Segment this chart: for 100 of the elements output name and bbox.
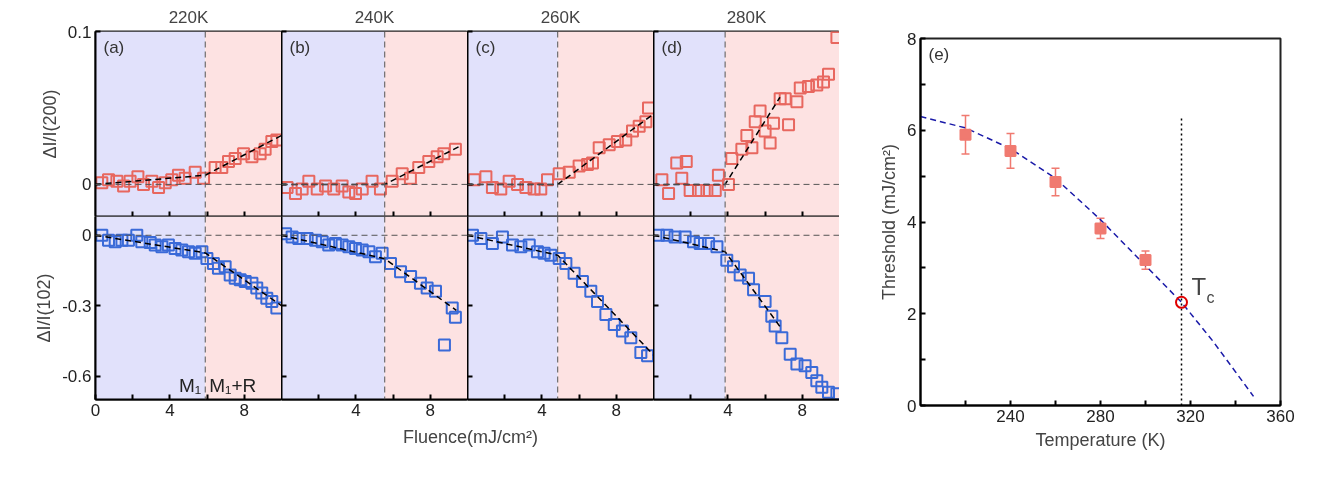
x-tick-label: 4 — [723, 400, 733, 420]
point — [467, 173, 481, 187]
point — [135, 235, 149, 249]
point — [700, 184, 714, 198]
annotation: (e) — [928, 44, 950, 64]
point — [143, 236, 157, 250]
point — [805, 366, 819, 380]
point — [233, 273, 247, 287]
point — [384, 256, 397, 270]
point — [773, 92, 787, 106]
point — [437, 147, 451, 161]
point — [768, 319, 782, 333]
point — [368, 250, 382, 264]
point — [479, 170, 493, 184]
x-tick-label: 4 — [351, 400, 361, 420]
point — [115, 233, 129, 247]
point — [530, 245, 544, 259]
y-tick-label: 2 — [907, 304, 917, 324]
y-axis-title: ΔI/I(102) — [34, 273, 55, 343]
point — [702, 236, 716, 250]
point — [373, 182, 387, 196]
point — [245, 150, 259, 164]
point — [315, 235, 329, 249]
x-tick-label: 4 — [537, 400, 547, 420]
point — [822, 67, 836, 81]
point — [108, 235, 122, 249]
point — [258, 142, 272, 156]
point — [485, 180, 499, 194]
line-series — [920, 115, 1255, 398]
annotation: (a) — [103, 37, 125, 57]
y-tick-label: 4 — [907, 213, 917, 232]
point — [522, 238, 536, 252]
band-label: M₁ — [179, 374, 202, 396]
point — [592, 141, 606, 155]
point — [322, 238, 336, 252]
point — [281, 227, 293, 241]
point — [265, 135, 279, 149]
y-tick-label: 0 — [82, 175, 92, 195]
point — [319, 179, 333, 193]
point — [725, 151, 739, 165]
point — [165, 173, 179, 187]
point — [959, 128, 972, 141]
chart-title: 240K — [354, 7, 396, 27]
point — [385, 174, 399, 188]
point — [534, 182, 548, 196]
point — [670, 156, 684, 170]
point — [292, 232, 306, 246]
point — [822, 385, 836, 399]
x-tick-label: 320 — [1176, 406, 1205, 426]
point — [161, 238, 175, 252]
point — [131, 170, 145, 184]
point — [215, 161, 229, 175]
point — [145, 174, 159, 188]
point — [798, 359, 812, 373]
point — [519, 180, 533, 194]
point — [413, 276, 427, 290]
point — [537, 246, 551, 260]
point — [591, 294, 605, 308]
point — [394, 265, 408, 279]
point — [801, 80, 815, 94]
point — [429, 284, 443, 298]
point — [412, 161, 426, 175]
point — [208, 161, 222, 175]
point — [544, 248, 558, 262]
point — [362, 245, 376, 259]
point — [559, 256, 573, 270]
point — [395, 167, 409, 181]
point — [467, 228, 480, 242]
point — [634, 346, 648, 360]
point — [375, 246, 389, 260]
point — [485, 236, 499, 250]
point — [540, 173, 554, 187]
point — [527, 182, 541, 196]
point — [745, 141, 759, 155]
point — [288, 187, 302, 201]
point — [740, 128, 754, 142]
x-tick-label: 360 — [1266, 406, 1295, 426]
point — [552, 252, 566, 265]
y-tick-label: -0.3 — [62, 296, 92, 316]
point — [783, 347, 797, 361]
point — [158, 176, 172, 190]
point — [653, 228, 666, 242]
point — [171, 168, 185, 182]
point — [285, 230, 299, 244]
point — [660, 228, 674, 242]
point — [641, 101, 653, 115]
point — [265, 294, 279, 308]
point — [1004, 144, 1017, 157]
point — [607, 317, 621, 331]
x-tick-label: 8 — [797, 400, 808, 420]
point — [679, 154, 693, 168]
point — [625, 124, 639, 138]
point — [790, 357, 804, 371]
point — [602, 138, 616, 152]
point — [562, 165, 576, 179]
point — [223, 268, 237, 282]
point — [404, 270, 418, 284]
point — [245, 276, 259, 290]
point — [188, 165, 202, 179]
point — [152, 180, 166, 194]
